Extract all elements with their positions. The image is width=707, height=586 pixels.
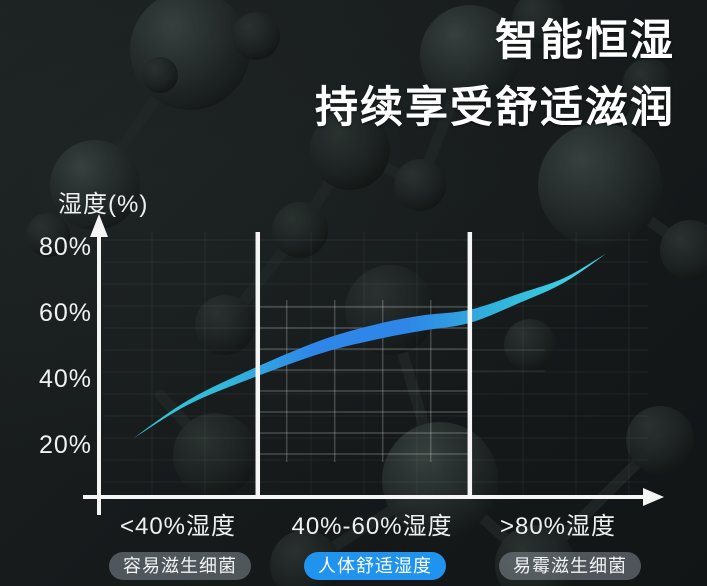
headline: 智能恒湿 持续享受舒适滋润 — [315, 8, 675, 142]
zone-badge-mold-high: 易霉滋生细菌 — [499, 552, 641, 580]
x-zone-label-comfort: 40%-60%湿度 — [291, 513, 453, 540]
x-zone-label-high: >80%湿度 — [499, 513, 617, 540]
y-axis-label: 湿度(%) — [58, 191, 149, 218]
headline-line-1: 智能恒湿 — [495, 17, 675, 65]
headline-line-2: 持续享受舒适滋润 — [315, 84, 675, 132]
zone-badge-comfort: 人体舒适湿度 — [304, 552, 446, 580]
y-tick-60: 60% — [38, 299, 92, 327]
x-zone-label-low: <40%湿度 — [119, 513, 237, 540]
y-tick-20: 20% — [38, 431, 92, 459]
y-tick-40: 40% — [38, 365, 92, 393]
zone-badge-bacteria-low: 容易滋生细菌 — [109, 552, 251, 580]
y-tick-80: 80% — [38, 233, 92, 261]
